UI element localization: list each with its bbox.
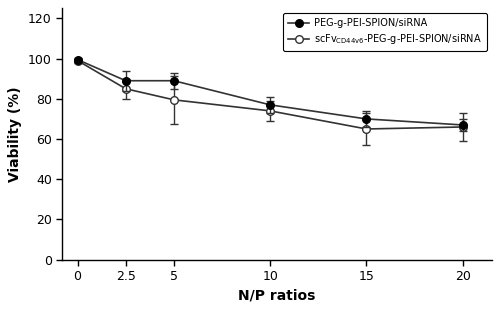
Legend: PEG-g-PEI-SPION/siRNA, scFv$_{\mathregular{CD44v6}}$-PEG-g-PEI-SPION/siRNA: PEG-g-PEI-SPION/siRNA, scFv$_{\mathregul… [283, 13, 487, 51]
X-axis label: N/P ratios: N/P ratios [238, 289, 316, 303]
Y-axis label: Viability (%): Viability (%) [8, 86, 22, 182]
